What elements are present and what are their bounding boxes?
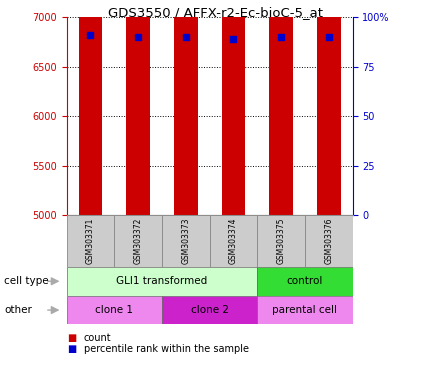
Bar <box>162 296 257 324</box>
Bar <box>209 215 257 267</box>
Text: GSM303371: GSM303371 <box>86 218 95 264</box>
Point <box>87 32 94 38</box>
Bar <box>269 0 293 215</box>
Bar <box>174 0 198 215</box>
Point <box>326 34 332 40</box>
Bar <box>162 215 209 267</box>
Text: GLI1 transformed: GLI1 transformed <box>117 276 208 286</box>
Bar <box>317 0 341 215</box>
Text: control: control <box>287 276 323 286</box>
Bar <box>67 215 114 267</box>
Point <box>230 36 237 42</box>
Bar <box>257 296 353 324</box>
Text: clone 2: clone 2 <box>190 305 229 315</box>
Text: GSM303376: GSM303376 <box>324 218 333 264</box>
Text: GSM303373: GSM303373 <box>181 218 190 264</box>
Bar <box>114 215 162 267</box>
Bar <box>305 215 353 267</box>
Text: clone 1: clone 1 <box>95 305 133 315</box>
Point <box>182 34 189 40</box>
Bar <box>79 0 102 215</box>
Text: GDS3550 / AFFX-r2-Ec-bioC-5_at: GDS3550 / AFFX-r2-Ec-bioC-5_at <box>108 6 322 19</box>
Text: GSM303375: GSM303375 <box>276 218 286 264</box>
Text: percentile rank within the sample: percentile rank within the sample <box>84 344 249 354</box>
Bar <box>257 215 305 267</box>
Point <box>278 34 285 40</box>
Text: other: other <box>4 305 32 315</box>
Bar <box>221 0 246 215</box>
Text: ■: ■ <box>67 333 76 343</box>
Bar <box>257 267 353 296</box>
Text: count: count <box>84 333 111 343</box>
Text: GSM303372: GSM303372 <box>134 218 143 264</box>
Point <box>135 34 141 40</box>
Bar <box>67 296 162 324</box>
Bar <box>126 0 150 215</box>
Text: cell type: cell type <box>4 276 49 286</box>
Text: ■: ■ <box>67 344 76 354</box>
Text: parental cell: parental cell <box>273 305 338 315</box>
Text: GSM303374: GSM303374 <box>229 218 238 264</box>
Bar <box>67 267 257 296</box>
